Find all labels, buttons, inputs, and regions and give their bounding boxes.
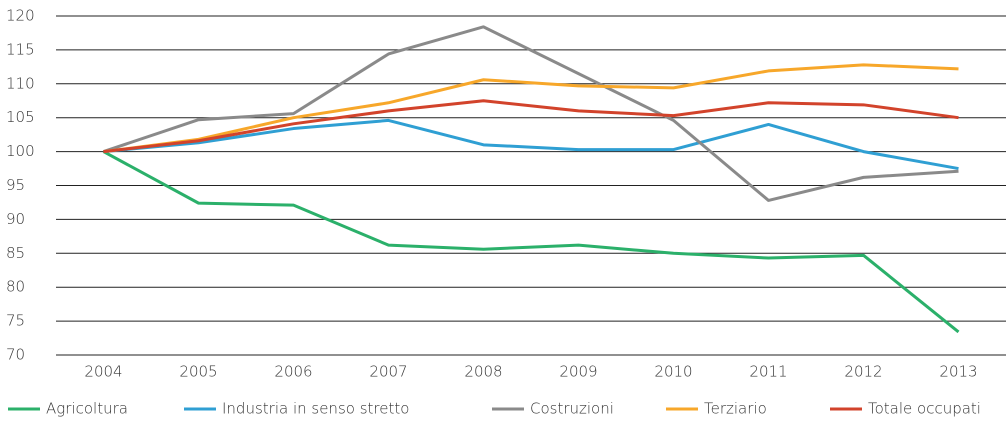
legend-label: Costruzioni	[530, 400, 614, 418]
series-line	[103, 118, 959, 171]
x-tick-label: 2013	[939, 363, 977, 381]
y-tick-label: 70	[6, 346, 25, 364]
series-line	[103, 25, 959, 202]
y-tick-label: 115	[6, 40, 35, 58]
legend-label: Industria in senso stretto	[222, 400, 409, 418]
x-tick-label: 2012	[844, 363, 882, 381]
series-line	[103, 99, 959, 154]
y-tick-label: 75	[6, 312, 25, 330]
y-tick-label: 95	[6, 176, 25, 194]
x-tick-label: 2005	[179, 363, 217, 381]
series-line	[102, 150, 960, 334]
x-tick-label: 2011	[749, 363, 787, 381]
x-tick-label: 2006	[274, 363, 312, 381]
x-tick-label: 2007	[369, 363, 407, 381]
y-tick-label: 90	[6, 210, 25, 228]
legend-label: Agricoltura	[46, 400, 128, 418]
series-line	[103, 63, 959, 154]
y-tick-label: 120	[6, 7, 35, 25]
x-tick-label: 2004	[84, 363, 122, 381]
y-tick-label: 105	[6, 108, 35, 126]
y-tick-label: 85	[6, 244, 25, 262]
legend-label: Totale occupati	[868, 400, 981, 418]
x-tick-label: 2010	[654, 363, 692, 381]
x-tick-label: 2008	[464, 363, 502, 381]
y-tick-label: 80	[6, 278, 25, 296]
y-tick-label: 100	[6, 142, 35, 160]
y-tick-label: 110	[6, 74, 35, 92]
x-tick-label: 2009	[559, 363, 597, 381]
legend-label: Terziario	[704, 400, 767, 418]
